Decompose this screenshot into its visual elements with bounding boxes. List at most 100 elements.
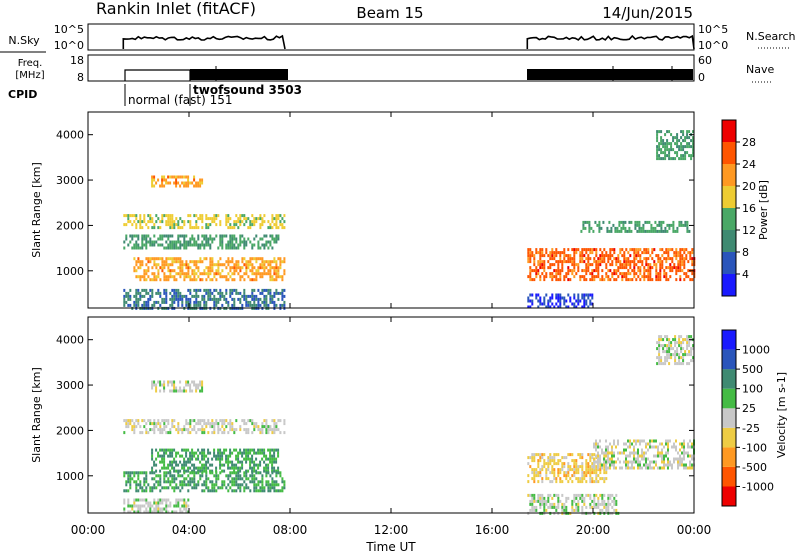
power-cell-6 (531, 299, 534, 303)
power-cell-5 (597, 266, 600, 270)
velocity-cell-2 (213, 474, 216, 478)
velocity-cell-1 (209, 463, 212, 467)
power-cell-0 (273, 223, 276, 227)
power-cell-2 (251, 269, 254, 273)
power-cell-5 (595, 263, 598, 267)
velocity-cell-7 (651, 466, 653, 470)
velocity-cell-5 (569, 465, 572, 469)
velocity-cell-3 (159, 510, 162, 514)
velocity-cell-0 (255, 425, 258, 429)
power-cell-8 (682, 154, 685, 158)
power-cell-3 (273, 291, 276, 295)
power-cell-6 (583, 293, 586, 297)
velocity-cell-7 (597, 445, 599, 449)
power-cell-5 (609, 251, 612, 255)
power-cell-5 (569, 257, 572, 261)
power-cell-2 (175, 260, 178, 264)
power-cell-2 (153, 278, 156, 282)
power-cell-8 (684, 151, 687, 155)
velocity-cell-5 (577, 465, 580, 469)
velocity-cell-0 (171, 422, 174, 426)
power-cell-7 (598, 223, 601, 227)
velocity-cell-7 (633, 457, 635, 461)
velocity-cell-1 (191, 448, 194, 452)
power-cell-2 (191, 278, 194, 282)
velocity-cell-0 (259, 431, 262, 435)
power-cell-5 (649, 278, 652, 282)
velocity-cell-1 (259, 451, 262, 455)
velocity-cell-7 (619, 466, 621, 470)
velocity-cell-7 (641, 439, 643, 443)
power-cell-2 (211, 278, 214, 282)
power-cell-0 (263, 214, 266, 218)
power-cell-7 (630, 229, 633, 233)
velocity-cell-3 (185, 504, 188, 508)
power-cell-1 (251, 246, 254, 250)
power-cell-8 (672, 148, 675, 152)
velocity-cell-2 (187, 474, 190, 478)
power-cell-5 (691, 260, 694, 264)
power-cell-2 (243, 278, 246, 282)
power-cell-2 (239, 278, 242, 282)
velocity-cell-7 (645, 442, 647, 446)
power-cell-0 (201, 226, 204, 230)
power-cell-0 (165, 220, 168, 224)
velocity-cell-2 (201, 471, 204, 475)
power-cell-0 (207, 226, 210, 230)
velocity-cell-2 (281, 480, 284, 484)
power-cell-2 (249, 263, 252, 267)
power-cell-5 (637, 269, 640, 273)
power-cell-1 (277, 234, 280, 238)
velocity-cell-2 (159, 480, 162, 484)
velocity-cell-1 (273, 469, 276, 473)
velocity-cell-8 (692, 356, 695, 360)
power-cell-2 (209, 269, 212, 273)
power-cell-0 (267, 226, 270, 230)
velocity-cell-1 (153, 463, 156, 467)
power-cell-5 (565, 272, 568, 276)
power-cell-6 (547, 305, 550, 309)
power-cell-5 (621, 254, 624, 258)
power-cell-1 (263, 246, 266, 250)
velocity-cell-5 (585, 471, 588, 475)
power-cell-5 (625, 278, 628, 282)
velocity-cell-7 (613, 451, 615, 455)
velocity-cell-5 (595, 477, 598, 481)
velocity-cell-2 (181, 474, 184, 478)
power-cell-3 (255, 297, 258, 301)
power-cell-5 (615, 257, 618, 261)
power-cell-3 (207, 294, 210, 298)
power-cell-1 (185, 243, 188, 247)
power-colorbar-segment-6 (722, 142, 736, 164)
velocity-cell-7 (597, 457, 599, 461)
velocity-cell-1 (225, 460, 228, 464)
power-cell-5 (627, 263, 630, 267)
velocity-cell-4 (163, 389, 166, 393)
velocity-cell-3 (163, 507, 166, 511)
velocity-cell-1 (245, 469, 248, 473)
velocity-cell-7 (689, 466, 691, 470)
velocity-cell-2 (173, 474, 176, 478)
power-cell-5 (675, 272, 678, 276)
velocity-cell-1 (185, 451, 188, 455)
velocity-cell-0 (273, 425, 276, 429)
power-cell-3 (247, 300, 250, 304)
power-cell-1 (197, 246, 200, 250)
velocity-cell-0 (261, 431, 264, 435)
velocity-cell-0 (215, 419, 218, 423)
power-cell-0 (149, 220, 152, 224)
power-cell-7 (648, 229, 651, 233)
velocity-cell-0 (171, 425, 174, 429)
power-cell-3 (129, 303, 132, 307)
power-cell-5 (683, 272, 686, 276)
power-cell-5 (649, 263, 652, 267)
power-cell-7 (586, 220, 589, 224)
power-cell-2 (213, 263, 216, 267)
power-cell-6 (547, 302, 550, 306)
power-cell-5 (545, 275, 548, 279)
velocity-cell-4 (155, 389, 158, 393)
velocity-cell-6 (563, 508, 566, 512)
power-cell-5 (671, 248, 674, 252)
velocity-cell-3 (163, 498, 166, 502)
power-cell-2 (161, 257, 164, 261)
